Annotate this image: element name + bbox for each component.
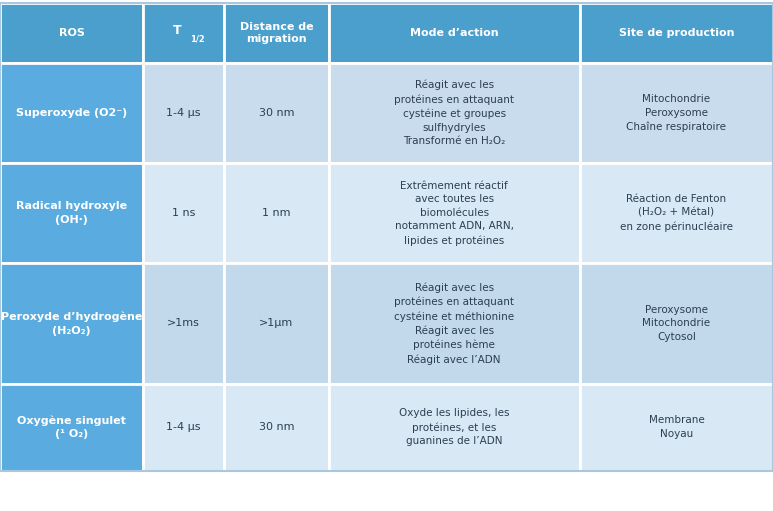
Text: >1ms: >1ms bbox=[167, 318, 200, 329]
Text: Réagit avec les
protéines en attaquant
cystéine et méthionine
Réagit avec les
pr: Réagit avec les protéines en attaquant c… bbox=[394, 283, 514, 364]
Bar bbox=[580, 63, 773, 163]
Text: Mode d’action: Mode d’action bbox=[410, 28, 499, 38]
Bar bbox=[329, 63, 580, 163]
Text: >1μm: >1μm bbox=[259, 318, 294, 329]
Text: 1-4 μs: 1-4 μs bbox=[166, 108, 201, 118]
Bar bbox=[224, 263, 329, 384]
Bar bbox=[0, 63, 143, 163]
Text: Site de production: Site de production bbox=[618, 28, 734, 38]
Bar bbox=[143, 63, 224, 163]
Bar bbox=[0, 163, 143, 263]
Bar bbox=[224, 163, 329, 263]
Text: Distance de
migration: Distance de migration bbox=[240, 21, 313, 44]
Bar bbox=[329, 3, 580, 63]
Bar bbox=[143, 384, 224, 471]
Text: Peroxysome
Mitochondrie
Cytosol: Peroxysome Mitochondrie Cytosol bbox=[642, 305, 710, 342]
Text: Radical hydroxyle
(OH‧): Radical hydroxyle (OH‧) bbox=[16, 201, 127, 225]
Bar bbox=[0, 384, 143, 471]
Bar bbox=[580, 3, 773, 63]
Bar bbox=[0, 263, 143, 384]
Bar bbox=[580, 384, 773, 471]
Text: 1 ns: 1 ns bbox=[172, 208, 196, 218]
Text: 30 nm: 30 nm bbox=[259, 108, 294, 118]
Bar bbox=[329, 384, 580, 471]
Text: Réagit avec les
protéines en attaquant
cystéine et groupes
sulfhydryles
Transfor: Réagit avec les protéines en attaquant c… bbox=[394, 80, 514, 146]
Bar bbox=[143, 3, 224, 63]
Text: Membrane
Noyau: Membrane Noyau bbox=[649, 415, 704, 439]
Text: ROS: ROS bbox=[59, 28, 84, 38]
Bar bbox=[329, 263, 580, 384]
Text: 1 nm: 1 nm bbox=[262, 208, 291, 218]
Text: T: T bbox=[173, 24, 182, 37]
Bar bbox=[580, 163, 773, 263]
Bar bbox=[329, 163, 580, 263]
Bar bbox=[224, 384, 329, 471]
Text: Extrêmement réactif
avec toutes les
biomolécules
notamment ADN, ARN,
lipides et : Extrêmement réactif avec toutes les biom… bbox=[395, 180, 513, 246]
Text: Mitochondrie
Peroxysome
Chaîne respiratoire: Mitochondrie Peroxysome Chaîne respirato… bbox=[626, 94, 727, 132]
Text: Réaction de Fenton
(H₂O₂ + Métal)
en zone périnucléaire: Réaction de Fenton (H₂O₂ + Métal) en zon… bbox=[620, 194, 733, 232]
Text: 1-4 μs: 1-4 μs bbox=[166, 422, 201, 432]
Text: Peroxyde d’hydrogène
(H₂O₂): Peroxyde d’hydrogène (H₂O₂) bbox=[1, 311, 142, 336]
Text: 30 nm: 30 nm bbox=[259, 422, 294, 432]
Bar bbox=[224, 63, 329, 163]
Text: Oxygène singulet
(¹ O₂): Oxygène singulet (¹ O₂) bbox=[17, 415, 126, 439]
Bar bbox=[224, 3, 329, 63]
Text: Oxyde les lipides, les
protéines, et les
guanines de l’ADN: Oxyde les lipides, les protéines, et les… bbox=[399, 408, 509, 446]
Text: Superoxyde (O2⁻): Superoxyde (O2⁻) bbox=[16, 108, 127, 118]
Bar bbox=[143, 263, 224, 384]
Bar bbox=[580, 263, 773, 384]
Bar bbox=[0, 3, 143, 63]
Bar bbox=[143, 163, 224, 263]
Text: 1/2: 1/2 bbox=[190, 34, 205, 43]
